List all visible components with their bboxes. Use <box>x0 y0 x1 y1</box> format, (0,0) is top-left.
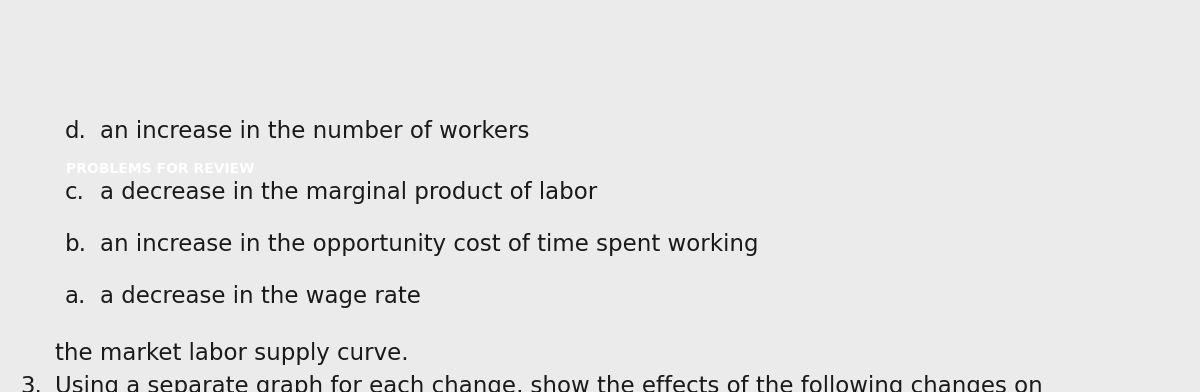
Text: a decrease in the marginal product of labor: a decrease in the marginal product of la… <box>100 181 598 204</box>
Text: PROBLEMS FOR REVIEW: PROBLEMS FOR REVIEW <box>66 162 254 176</box>
Text: Using a separate graph for each change, show the effects of the following change: Using a separate graph for each change, … <box>55 375 1043 392</box>
Text: an increase in the number of workers: an increase in the number of workers <box>100 120 529 143</box>
Text: 3.: 3. <box>20 375 42 392</box>
Text: a decrease in the wage rate: a decrease in the wage rate <box>100 285 421 308</box>
Text: an increase in the opportunity cost of time spent working: an increase in the opportunity cost of t… <box>100 233 758 256</box>
Text: d.: d. <box>65 120 86 143</box>
Text: the market labor supply curve.: the market labor supply curve. <box>55 342 409 365</box>
Text: a.: a. <box>65 285 86 308</box>
Text: b.: b. <box>65 233 88 256</box>
Text: c.: c. <box>65 181 85 204</box>
